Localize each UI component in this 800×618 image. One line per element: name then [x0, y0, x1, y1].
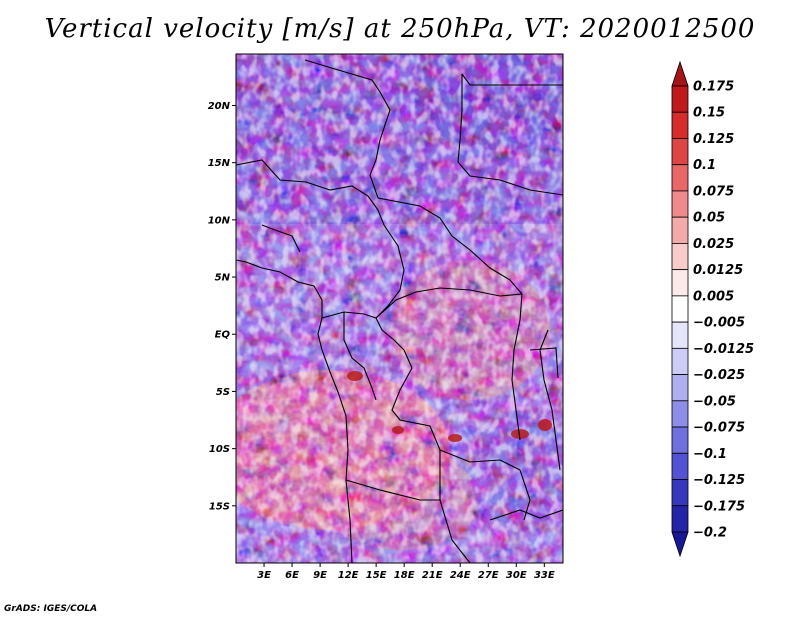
colorbar-label: 0.1	[693, 158, 716, 173]
lat-tick-label: 10S	[209, 444, 230, 455]
colorbar-label: −0.1	[693, 447, 727, 462]
lat-tick-label: 5S	[216, 387, 230, 398]
lon-tick-label: 12E	[338, 570, 359, 581]
colorbar-label: −0.005	[693, 316, 745, 331]
colorbar-label: −0.0125	[693, 342, 754, 357]
colorbar-segment	[671, 479, 689, 507]
colorbar-segment	[671, 321, 689, 349]
colorbar-label: −0.125	[693, 473, 745, 488]
lat-tick-label: 15S	[209, 501, 230, 512]
lat-tick-label: 20N	[208, 101, 231, 112]
colorbar-segment	[671, 426, 689, 454]
lon-tick-label: 21E	[422, 570, 443, 581]
latitude-axis: 20N 15N 10N 5N EQ 5S 10S 15S	[208, 101, 236, 512]
colorbar-segment	[671, 269, 689, 297]
colorbar-label: −0.025	[693, 368, 745, 383]
colorbar-label: −0.2	[693, 526, 727, 541]
colorbar-label: 0.125	[693, 132, 734, 147]
chart-title: Vertical velocity [m/s] at 250hPa, VT: 2…	[44, 14, 756, 44]
colorbar-segment	[671, 374, 689, 402]
lon-tick-label: 18E	[394, 570, 415, 581]
colorbar-label: 0.15	[693, 106, 725, 121]
country-borders	[236, 59, 563, 563]
lon-tick-label: 6E	[285, 570, 299, 581]
colorbar-segment	[671, 164, 689, 192]
colorbar-label: 0.0125	[693, 263, 743, 278]
lat-tick-label: 10N	[208, 215, 231, 226]
colorbar-label: 0.075	[693, 184, 734, 199]
colorbar-segment	[671, 85, 689, 113]
map-frame	[235, 53, 564, 564]
colorbar: 0.175 0.15 0.125 0.1 0.075 0.05 0.025 0.0125 0.0…	[671, 60, 754, 558]
colorbar-segment	[671, 347, 689, 375]
colorbar-label: −0.175	[693, 499, 745, 514]
colorbar-label: −0.05	[693, 394, 736, 409]
lon-tick-label: 27E	[478, 570, 499, 581]
colorbar-segment	[671, 216, 689, 244]
colorbar-segment	[671, 400, 689, 428]
lon-tick-label: 30E	[506, 570, 527, 581]
colorbar-segment	[671, 60, 689, 87]
lon-tick-label: 9E	[313, 570, 327, 581]
colorbar-segment	[671, 138, 689, 166]
colorbar-label: −0.075	[693, 421, 745, 436]
lon-tick-label: 33E	[534, 570, 555, 581]
colorbar-segment	[671, 243, 689, 271]
lon-tick-label: 3E	[257, 570, 271, 581]
colorbar-segment	[671, 111, 689, 139]
colorbar-segment	[671, 190, 689, 218]
lon-tick-label: 24E	[450, 570, 471, 581]
lat-tick-label: 5N	[215, 273, 231, 284]
colorbar-segment	[671, 452, 689, 480]
lon-tick-label: 15E	[366, 570, 387, 581]
lat-tick-label: 15N	[208, 158, 231, 169]
colorbar-segment	[671, 531, 689, 558]
longitude-axis: 3E 6E 9E 12E 15E 18E 21E 24E 27E 30E 33E	[257, 563, 555, 581]
vertical-velocity-field	[236, 54, 563, 563]
software-credit: GrADS: IGES/COLA	[4, 604, 98, 614]
colorbar-label: 0.05	[693, 211, 725, 226]
colorbar-label: 0.025	[693, 237, 734, 252]
colorbar-segment	[671, 505, 689, 533]
colorbar-segment	[671, 295, 689, 323]
lat-tick-label: EQ	[215, 330, 231, 341]
colorbar-label: 0.175	[693, 80, 734, 95]
colorbar-label: 0.005	[693, 289, 734, 304]
